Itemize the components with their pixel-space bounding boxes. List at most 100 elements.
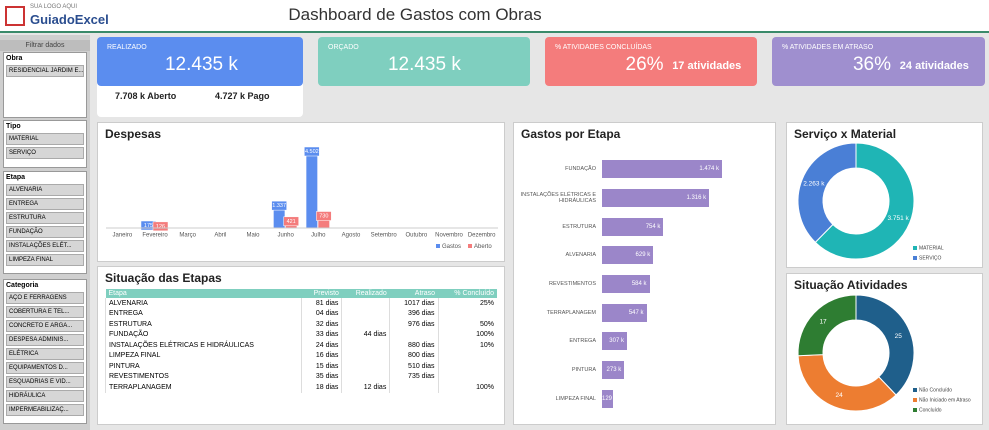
table-row: ESTRUTURA 32 dias 976 dias 50%: [104, 319, 497, 330]
chart: Janeiro Fevereiro 175 126 Março Abril Maio Junh…: [106, 146, 498, 250]
table-cell: [389, 382, 439, 393]
table-cell: INSTALAÇÕES ELÉTRICAS E HIDRÁULICAS: [104, 340, 302, 351]
table-cell: [437, 361, 497, 372]
slicer-item[interactable]: ESQUADRIAS E VID...: [6, 376, 84, 388]
slicer-item[interactable]: CONCRETO E ARGA...: [6, 320, 84, 332]
slicer-item[interactable]: COBERTURA E TEL...: [6, 306, 84, 318]
legend-swatch: [913, 398, 917, 402]
x-tick-label: Outubro: [405, 233, 427, 239]
bar-row: INSTALAÇÕES ELÉTRICAS E HIDRÁULICAS 1.316…: [514, 184, 777, 213]
slicer-title: Obra: [6, 55, 23, 62]
column-header: Etapa: [105, 289, 302, 298]
table-row: INSTALAÇÕES ELÉTRICAS E HIDRÁULICAS 24 di…: [104, 340, 497, 351]
y-tick-label: PINTURA: [571, 367, 596, 374]
title: Dashboard de Gastos com Obras: [288, 5, 542, 24]
table-row: LIMPEZA FINAL 16 dias 800 dias: [104, 350, 497, 361]
slicer-item[interactable]: INSTALAÇÕES ELÉT...: [6, 240, 84, 252]
table-cell: 50%: [437, 319, 497, 330]
slicer-title: Categoria: [6, 282, 39, 289]
y-tick-label: FUNDAÇÃO: [565, 166, 596, 173]
data-label: 1.474 k: [699, 166, 719, 173]
logo-tag: SUA LOGO AQUI: [30, 4, 78, 10]
column-header: Atraso: [389, 289, 439, 298]
x-tick-label: Agosto: [342, 233, 361, 239]
table-cell: 12 dias: [341, 382, 390, 393]
table-cell: PINTURA: [104, 361, 302, 372]
kpi-card: % ATIVIDADES EM ATRASO 36% 24 atividades: [772, 37, 985, 86]
x-tick-label: Dezembro: [468, 233, 496, 239]
table-cell: ALVENARIA: [104, 298, 302, 309]
slicer: Tipo MATERIAL SERVIÇO: [3, 120, 87, 168]
column-header: % Concluído: [438, 289, 497, 298]
slicer-item[interactable]: AÇO E FERRAGENS: [6, 292, 84, 304]
slicer-item[interactable]: SERVIÇO: [6, 147, 84, 159]
bar: [318, 215, 330, 228]
kpi-detail: 17 atividades: [672, 60, 742, 72]
x-tick-label: Julho: [311, 233, 326, 239]
y-tick-label: INSTALAÇÕES ELÉTRICAS E HIDRÁULICAS: [520, 192, 596, 205]
table-cell: [437, 350, 497, 361]
table-cell: [341, 361, 390, 372]
slicer-item[interactable]: DESPESA ADMINIS...: [6, 334, 84, 346]
slicer-item[interactable]: ENTREGA: [6, 198, 84, 210]
data-label: 1.316 k: [686, 195, 707, 202]
slicer-item[interactable]: RESIDENCIAL JARDIM E...: [6, 65, 84, 77]
legend-swatch: [913, 408, 917, 412]
bar: [306, 151, 318, 228]
table-cell: 880 dias: [389, 340, 439, 351]
table-cell: 735 dias: [389, 371, 439, 382]
filter-title: Filtrar dados: [0, 40, 90, 51]
label-box: [152, 221, 169, 232]
table-cell: [389, 329, 439, 340]
table-cell: TERRAPLANAGEM: [104, 382, 302, 393]
panel-title: Gastos por Etapa: [521, 127, 621, 141]
slicer-title: Tipo: [6, 123, 21, 130]
slicer-item[interactable]: MATERIAL: [6, 133, 84, 145]
slicer-item[interactable]: FUNDAÇÃO: [6, 226, 84, 238]
data-label: 421: [287, 219, 296, 225]
data-label: 3.751 k: [887, 215, 909, 222]
donut-slice: [797, 354, 897, 412]
kpi-detail: 4.727 k Pago: [215, 91, 270, 101]
bar-row: FUNDAÇÃO 1.474 k: [514, 155, 777, 184]
slicer-item[interactable]: HIDRÁULICA: [6, 390, 84, 402]
kpi-detail: 24 atividades: [899, 60, 969, 72]
data-label: 754 k: [645, 223, 661, 230]
data-label: 17: [819, 318, 827, 325]
table-cell: 25%: [437, 298, 497, 309]
kpi-card: ORÇADO 12.435 k: [318, 37, 530, 86]
kpi-value: 26%: [625, 54, 664, 75]
table-cell: 100%: [437, 382, 497, 393]
bar-row: PINTURA 273 k: [514, 356, 777, 385]
kpi-value: 36%: [852, 54, 891, 75]
table-cell: [341, 319, 390, 330]
legend-swatch: [913, 256, 917, 260]
header: [0, 0, 989, 33]
table-row: REVESTIMENTOS 35 dias 735 dias: [104, 371, 497, 382]
x-tick-label: Maio: [246, 233, 260, 239]
slicer-item[interactable]: EQUIPAMENTOS D...: [6, 362, 84, 374]
label-box: [271, 200, 287, 211]
slicer-item[interactable]: IMPERMEABILIZAÇ...: [6, 404, 84, 416]
slicer-item[interactable]: ELÉTRICA: [6, 348, 84, 360]
table-header: Etapa Previsto Realizado Atraso% Concluído: [105, 289, 497, 298]
slicer-item[interactable]: ALVENARIA: [6, 184, 84, 196]
data-label: 584 k: [631, 281, 647, 288]
panel: Despesas Janeiro Fevereiro 175 126 Março Abril…: [97, 122, 505, 262]
donut-slice: [855, 294, 915, 396]
logo: GuiadoExcel: [30, 12, 109, 27]
table-cell: LIMPEZA FINAL: [104, 350, 302, 361]
kpi-detail: 7.708 k Aberto: [115, 91, 177, 101]
x-tick-label: Março: [179, 233, 196, 239]
table-cell: 800 dias: [389, 350, 439, 361]
y-tick-label: ALVENARIA: [565, 252, 596, 259]
bar-row: ENTREGA 307 k: [514, 327, 777, 356]
table-cell: 10%: [437, 340, 497, 351]
table-cell: 16 dias: [301, 350, 342, 361]
slicer-item[interactable]: LIMPEZA FINAL: [6, 254, 84, 266]
slicer-item[interactable]: ESTRUTURA: [6, 212, 84, 224]
x-tick-label: Setembro: [371, 233, 398, 239]
data-label: 1.337: [272, 203, 286, 209]
table-cell: 44 dias: [341, 329, 390, 340]
